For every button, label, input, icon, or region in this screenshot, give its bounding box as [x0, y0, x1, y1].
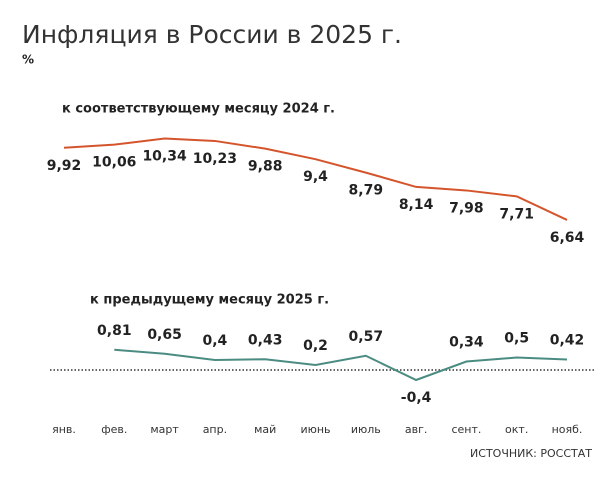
- data-label: 9,4: [303, 169, 328, 185]
- data-label: 0,43: [248, 332, 283, 348]
- series-name: к соответствующему месяцу 2024 г.: [62, 102, 335, 117]
- line: [63, 137, 568, 221]
- data-label: -0,4: [401, 390, 432, 406]
- data-label: 10,34: [142, 149, 187, 165]
- data-label: 0,34: [449, 335, 484, 351]
- x-tick-label: окт.: [505, 423, 528, 436]
- series-name: к предыдущему месяцу 2025 г.: [90, 293, 329, 308]
- x-tick-label: июнь: [300, 423, 330, 436]
- data-label: 10,23: [193, 151, 237, 167]
- line: [114, 348, 568, 382]
- data-label: 7,98: [449, 200, 484, 216]
- x-tick-label: сент.: [451, 423, 481, 436]
- data-label: 0,57: [349, 329, 384, 345]
- x-tick-label: март: [150, 423, 179, 436]
- x-tick-label: фев.: [101, 423, 127, 436]
- y-label: %: [22, 53, 34, 67]
- data-label: 6,64: [550, 230, 585, 246]
- data-label: 8,14: [399, 197, 434, 213]
- x-tick-label: авг.: [405, 423, 428, 436]
- data-label: 0,42: [550, 333, 585, 349]
- data-label: 7,71: [499, 206, 534, 222]
- data-label: 0,4: [202, 333, 227, 349]
- data-label: 9,92: [47, 158, 82, 174]
- data-label: 0,5: [504, 331, 529, 347]
- data-label: 8,79: [349, 183, 384, 199]
- data-label: 0,81: [97, 323, 132, 339]
- chart-title: Инфляция в России в 2025 г.: [22, 20, 402, 49]
- data-label: 9,88: [248, 159, 283, 175]
- data-label: 10,06: [92, 155, 136, 171]
- data-label: 0,65: [147, 327, 182, 343]
- x-tick-label: май: [254, 423, 276, 436]
- source: ИСТОЧНИК: РОССТАТ: [470, 447, 592, 460]
- data-label: 0,2: [303, 338, 328, 354]
- x-tick-label: нояб.: [552, 423, 583, 436]
- x-tick-label: янв.: [52, 423, 76, 436]
- x-tick-label: апр.: [203, 423, 227, 436]
- x-tick-label: июль: [351, 423, 381, 436]
